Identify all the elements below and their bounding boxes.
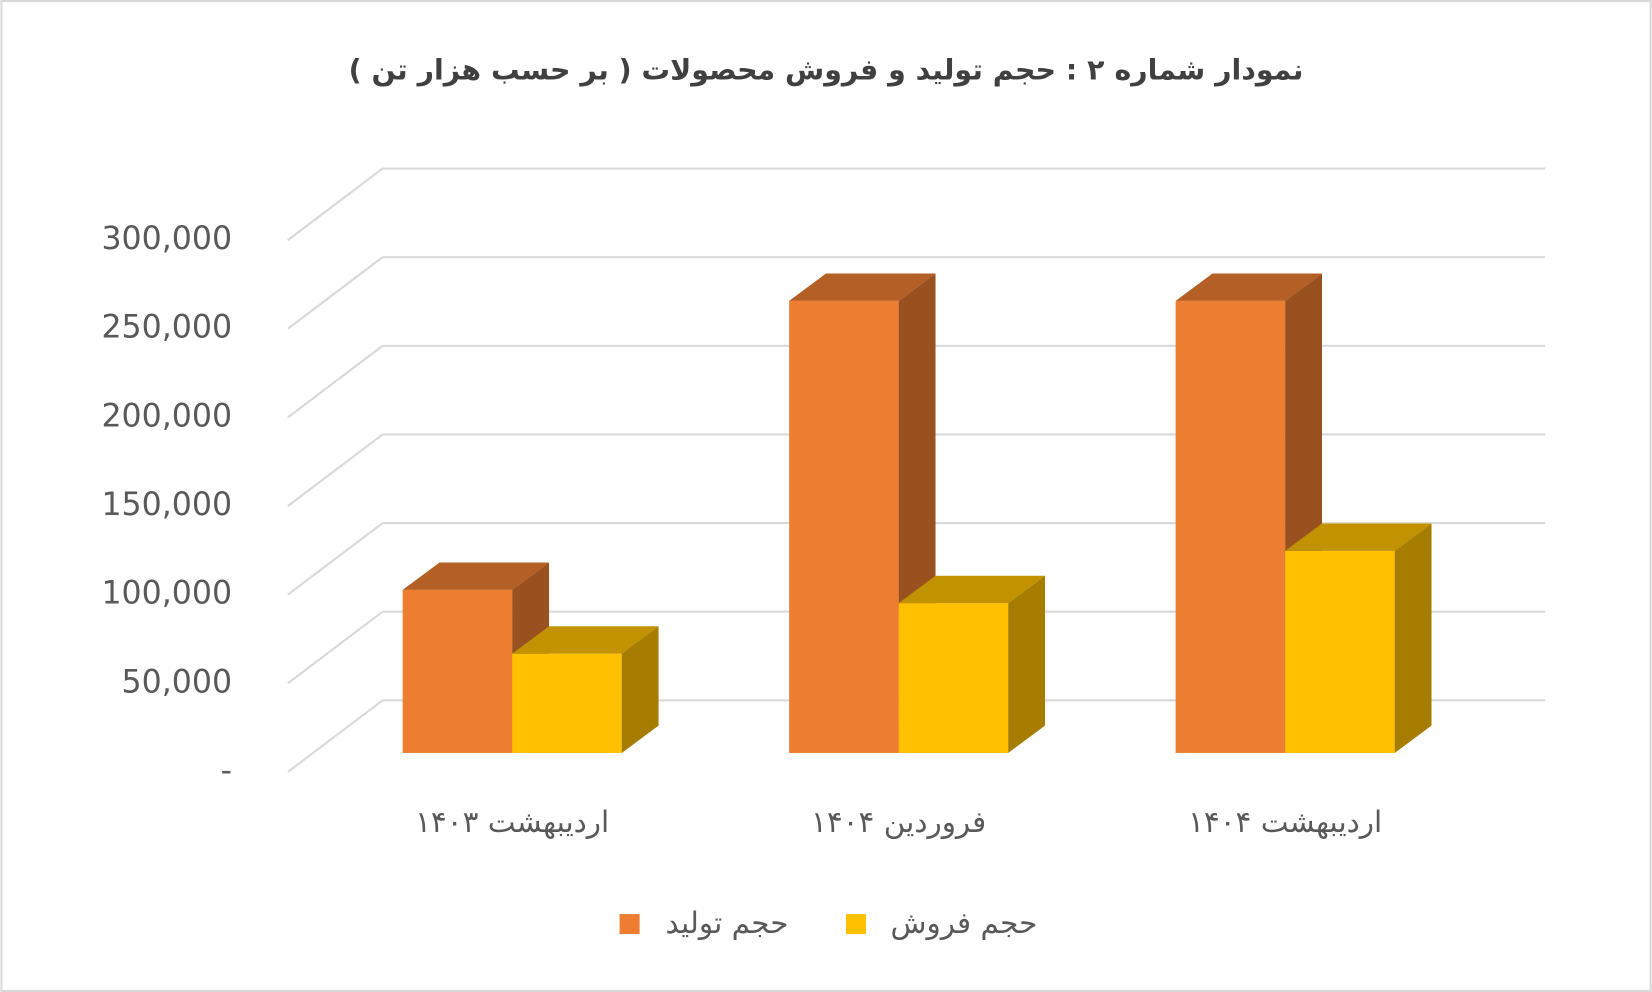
legend-label: حجم فروش xyxy=(891,906,1038,941)
bar-side xyxy=(621,626,659,753)
x-tick-label: اردیبهشت ۱۴۰۴ xyxy=(1188,805,1382,839)
y-tick-label: 300,000 xyxy=(101,221,232,257)
y-tick-label: 250,000 xyxy=(101,310,232,346)
x-tick-label: اردیبهشت ۱۴۰۳ xyxy=(415,805,609,839)
y-tick-label: 150,000 xyxy=(101,487,232,523)
y-tick-label: 50,000 xyxy=(122,664,232,700)
bar-front xyxy=(898,603,1009,753)
y-tick-label: 100,000 xyxy=(101,576,232,612)
legend-swatch xyxy=(619,914,640,935)
bar-top xyxy=(1285,523,1432,551)
x-tick-label: فروردین ۱۴۰۴ xyxy=(811,805,986,839)
bar-top xyxy=(789,273,936,301)
grid-line-side xyxy=(287,344,384,419)
grid-line-side xyxy=(287,610,384,685)
bar-front xyxy=(1285,550,1395,753)
legend-swatch xyxy=(846,914,867,935)
bar-front xyxy=(789,300,899,753)
chart-title: نمودار شماره ۲ : حجم تولید و فروش محصولا… xyxy=(349,54,1304,87)
bar-top xyxy=(402,562,550,590)
y-tick-label: - xyxy=(221,753,232,789)
bar-top xyxy=(898,575,1046,604)
bar-side xyxy=(1394,523,1432,753)
bar-front xyxy=(512,653,622,753)
bar-front xyxy=(1175,300,1286,753)
grid-line-side xyxy=(287,433,384,507)
bar-front xyxy=(402,589,513,753)
y-tick-label: 200,000 xyxy=(101,398,232,434)
grid-line-side xyxy=(287,699,384,773)
bar-top xyxy=(1175,273,1322,301)
grid-line-side xyxy=(287,167,384,241)
bar-top xyxy=(512,626,659,654)
grid-line-side xyxy=(287,256,384,330)
bar-side xyxy=(1008,575,1046,753)
legend-label: حجم تولید xyxy=(666,906,789,941)
grid-line-side xyxy=(287,522,384,596)
